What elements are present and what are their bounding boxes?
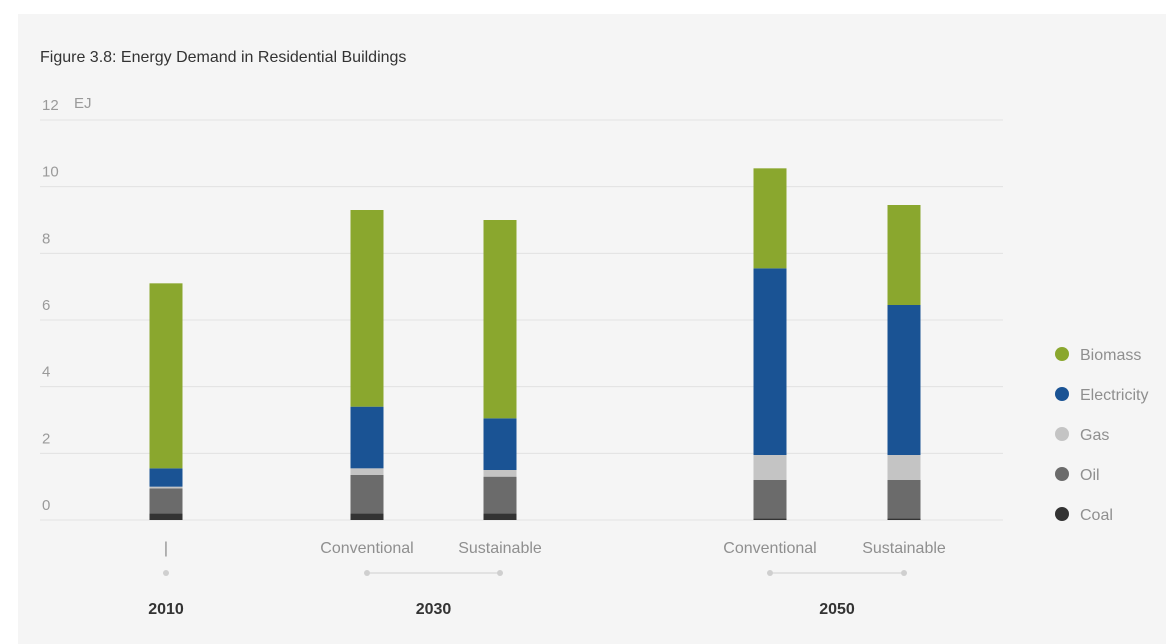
bar-segment-biomass: [753, 168, 787, 269]
group-dot: [767, 570, 773, 576]
bar-segment-oil: [753, 480, 787, 519]
legend-marker-gas: [1055, 427, 1069, 441]
legend-marker-oil: [1055, 467, 1069, 481]
bar-segment-biomass: [149, 283, 183, 469]
group-dot: [497, 570, 503, 576]
bar-segment-oil: [149, 488, 183, 514]
legend-label: Coal: [1080, 507, 1113, 524]
bar-segment-biomass: [483, 220, 517, 419]
y-axis-unit-label: EJ: [74, 95, 92, 112]
bars: [149, 168, 921, 520]
legend-marker-biomass: [1055, 347, 1069, 361]
x-category-label: |: [164, 540, 168, 557]
legend-label: Electricity: [1080, 387, 1148, 404]
bar-segment-oil: [483, 476, 517, 514]
bar-segment-gas: [149, 486, 183, 489]
group-labels: 2010 2030 2050: [148, 570, 907, 618]
gridlines: [40, 119, 1003, 521]
y-tick-label: 2: [42, 430, 50, 447]
group-label: 2050: [819, 601, 855, 618]
bar-segment-coal: [887, 518, 921, 520]
bar-segment-gas: [483, 470, 517, 477]
stacked-bar-chart: Figure 3.8: Energy Demand in Residential…: [40, 49, 1148, 618]
legend-label: Biomass: [1080, 347, 1141, 364]
legend-marker-coal: [1055, 507, 1069, 521]
bar-segment-electricity: [149, 468, 183, 487]
bar-segment-coal: [149, 513, 183, 520]
bar-segment-electricity: [483, 418, 517, 470]
group-label: 2030: [416, 601, 452, 618]
x-category-label: Sustainable: [458, 540, 542, 557]
x-category-label: Conventional: [320, 540, 413, 557]
y-tick-label: 4: [42, 364, 50, 381]
y-tick-label: 12: [42, 97, 59, 114]
bar-segment-electricity: [887, 305, 921, 455]
x-category-label: Conventional: [723, 540, 816, 557]
legend-label: Gas: [1080, 427, 1109, 444]
legend-marker-electricity: [1055, 387, 1069, 401]
x-axis-labels: | Conventional Sustainable Conventional Sust…: [164, 540, 946, 557]
bar-segment-oil: [887, 480, 921, 519]
bar-segment-biomass: [887, 205, 921, 305]
chart-panel: Figure 3.8: Energy Demand in Residential…: [18, 14, 1166, 644]
bar-segment-electricity: [753, 268, 787, 455]
group-dot: [901, 570, 907, 576]
y-tick-label: 0: [42, 497, 50, 514]
y-tick-label: 8: [42, 230, 50, 247]
group-dot: [364, 570, 370, 576]
bar-segment-electricity: [350, 406, 384, 469]
bar-segment-biomass: [350, 210, 384, 407]
y-tick-label: 10: [42, 164, 59, 181]
bar-segment-gas: [350, 468, 384, 475]
bar-segment-gas: [753, 455, 787, 480]
y-tick-label: 6: [42, 297, 50, 314]
bar-segment-gas: [887, 455, 921, 480]
bar-segment-coal: [483, 513, 517, 520]
legend: Biomass Electricity Gas Oil Coal: [1055, 347, 1148, 524]
bar-segment-coal: [350, 513, 384, 520]
x-category-label: Sustainable: [862, 540, 946, 557]
bar-segment-coal: [753, 518, 787, 520]
group-label: 2010: [148, 601, 184, 618]
chart-title: Figure 3.8: Energy Demand in Residential…: [40, 49, 406, 66]
y-axis-ticks: 0 2 4 6 8 10 12: [42, 97, 59, 514]
legend-label: Oil: [1080, 467, 1100, 484]
group-dot: [163, 570, 169, 576]
bar-segment-oil: [350, 475, 384, 514]
